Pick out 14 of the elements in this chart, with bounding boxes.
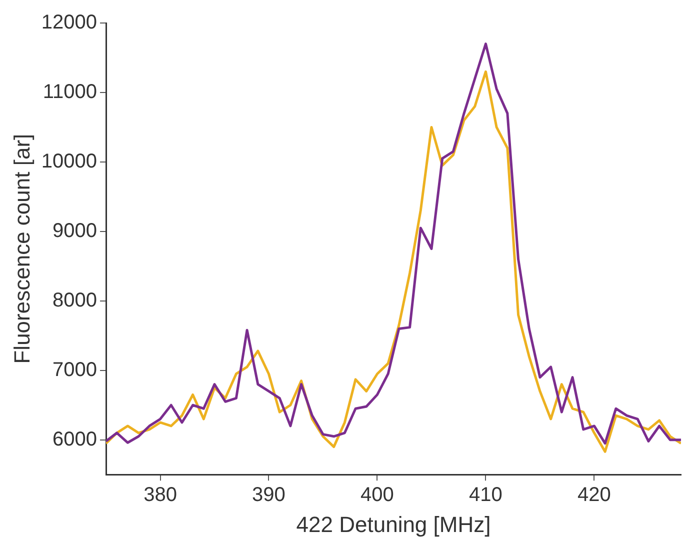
y-tick-label: 7000 — [52, 358, 98, 381]
y-tick-label: 8000 — [52, 289, 98, 312]
y-axis-title: Fluorescence count [ar] — [9, 134, 34, 364]
y-tick-label: 10000 — [41, 150, 98, 172]
x-tick-label: 380 — [144, 484, 177, 506]
x-tick-label: 420 — [578, 484, 611, 506]
x-tick-label: 400 — [360, 484, 394, 506]
y-tick-label: 11000 — [42, 80, 98, 103]
x-tick-label: 410 — [469, 484, 502, 506]
x-tick-label: 390 — [252, 484, 286, 506]
x-axis-title: 422 Detuning [MHz] — [296, 512, 491, 537]
y-tick-label: 12000 — [41, 12, 98, 34]
y-tick-label: 9000 — [52, 220, 98, 242]
y-tick-label: 6000 — [52, 428, 98, 450]
